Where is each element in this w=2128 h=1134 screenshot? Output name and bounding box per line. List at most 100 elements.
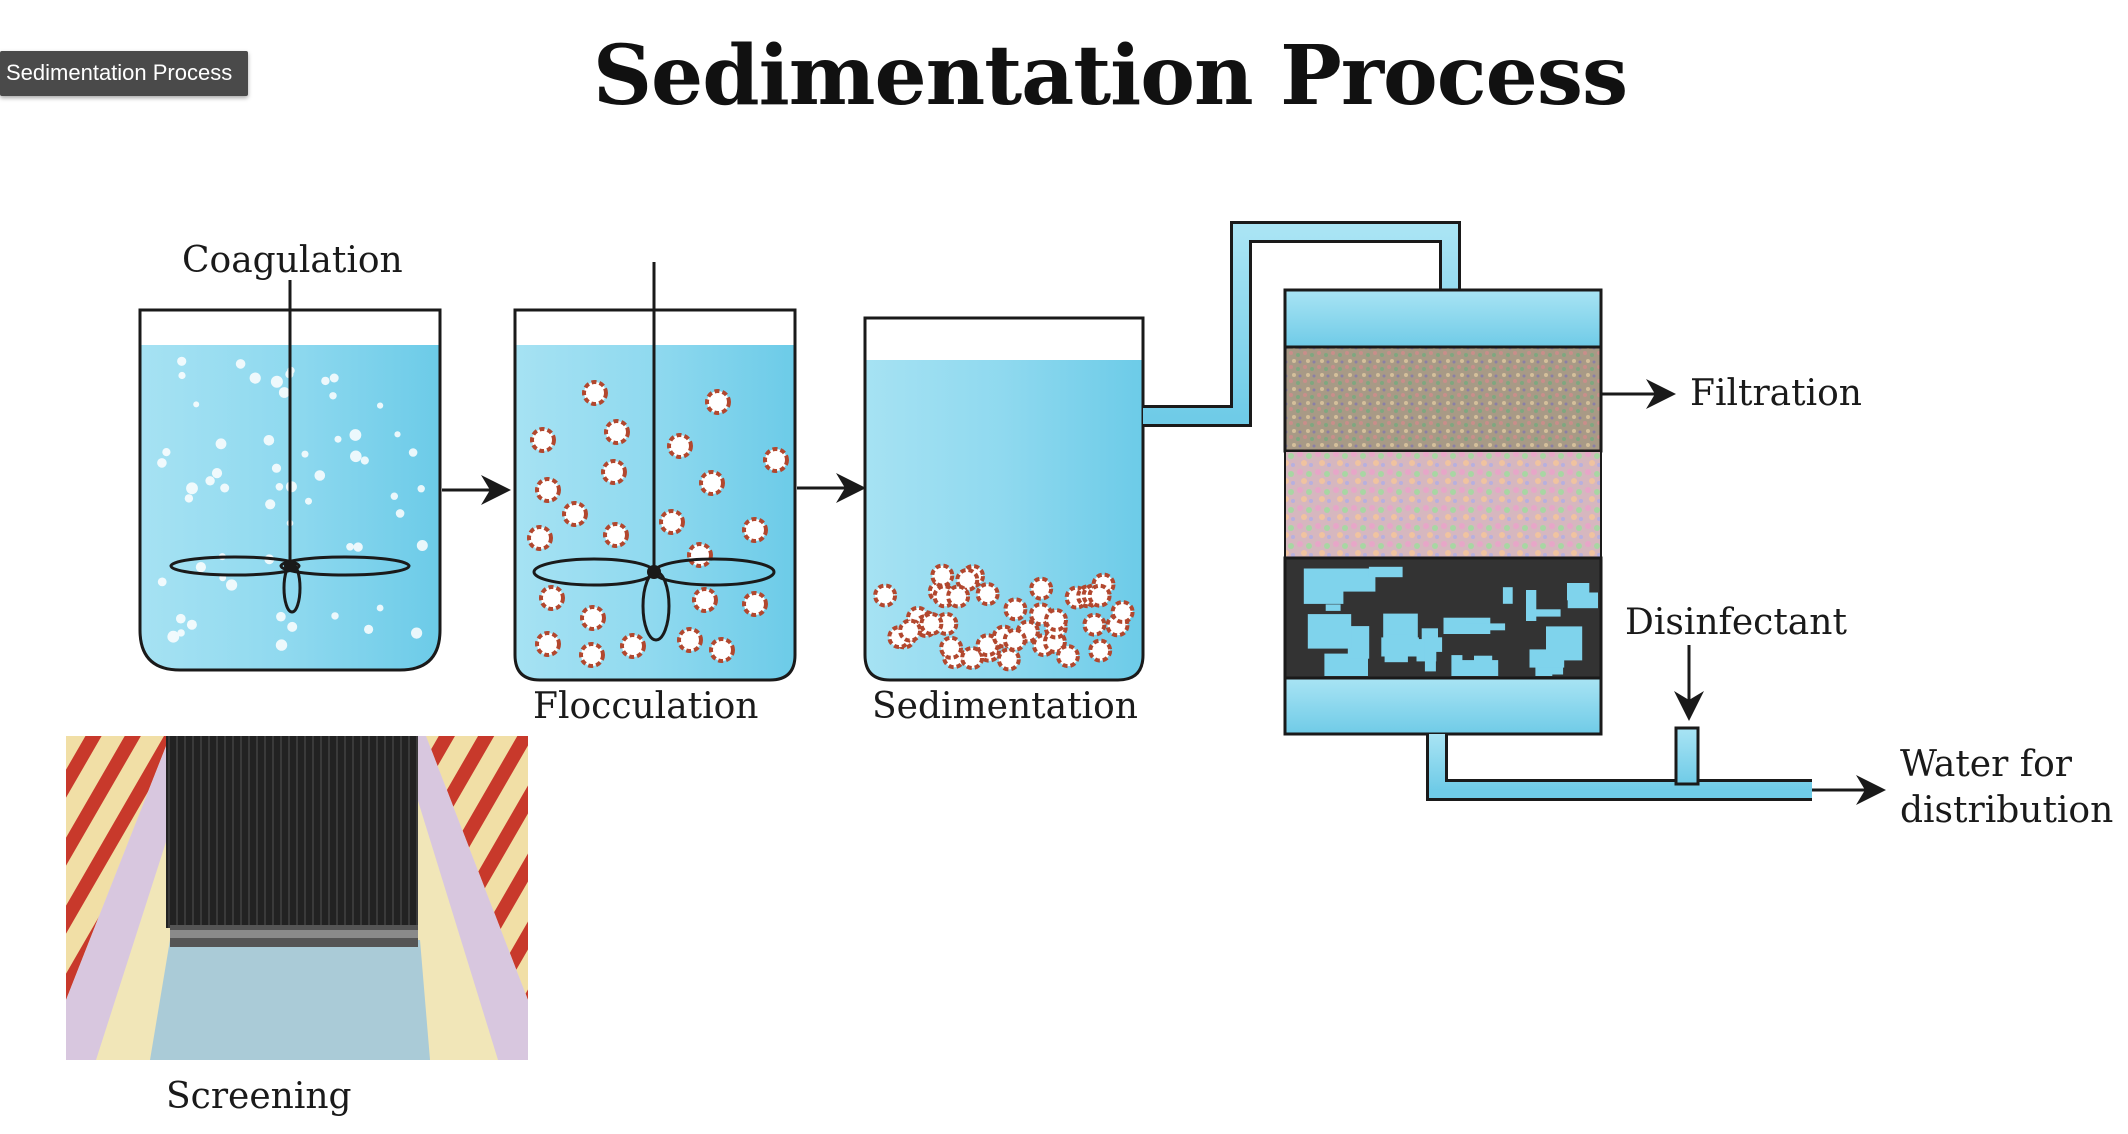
floc-particle: [582, 380, 608, 406]
particle: [411, 627, 423, 639]
label-water-for: Water for: [1900, 744, 2073, 785]
particle: [275, 639, 288, 651]
outlet-pipe: [1426, 726, 1812, 801]
floc-particle: [930, 563, 955, 588]
carbon-grain: [1368, 566, 1403, 578]
particle: [349, 429, 362, 441]
particle: [416, 540, 428, 551]
particle: [334, 435, 342, 443]
particle: [360, 456, 369, 465]
particle: [305, 497, 312, 505]
carbon-grain: [1567, 592, 1598, 609]
particle: [314, 470, 326, 481]
particle: [211, 468, 223, 479]
carbon-grain: [1459, 660, 1499, 676]
particle: [353, 542, 363, 552]
particle: [193, 401, 200, 408]
floc-particle: [919, 611, 944, 636]
particle: [329, 392, 337, 400]
carbon-grain: [1324, 653, 1368, 676]
floc-particle: [527, 525, 553, 551]
particle: [249, 372, 261, 384]
particle: [364, 624, 374, 635]
particle: [395, 509, 405, 518]
carbon-grain: [1543, 663, 1564, 675]
label-screening: Screening: [166, 1076, 352, 1117]
particle: [394, 431, 401, 438]
floc-particle: [603, 522, 629, 548]
particle: [263, 435, 275, 446]
floc-particle: [939, 635, 964, 660]
floc-particle: [579, 642, 605, 668]
particle: [408, 448, 418, 457]
carbon-grain: [1531, 609, 1561, 617]
particle: [177, 629, 185, 637]
floc-particle: [604, 419, 630, 445]
carbon-grain: [1347, 626, 1370, 659]
particle: [215, 438, 227, 450]
carbon-grain: [1303, 568, 1344, 604]
particle: [184, 494, 194, 503]
particle: [390, 492, 398, 500]
particle: [186, 619, 197, 630]
floc-particle: [687, 542, 713, 568]
carbon-grain: [1465, 623, 1506, 631]
floc-particle: [667, 433, 693, 459]
particle: [235, 359, 246, 369]
particle: [346, 543, 354, 551]
label-flocculation: Flocculation: [533, 686, 759, 727]
label-coagulation: Coagulation: [182, 240, 403, 281]
particle: [220, 483, 230, 493]
floc-particle: [873, 583, 898, 608]
coagulation-tank: [138, 280, 442, 672]
particle: [186, 482, 198, 495]
floc-particle: [742, 591, 768, 617]
floc-particle: [742, 517, 768, 543]
particle: [178, 371, 186, 380]
particle: [417, 485, 425, 493]
particle: [157, 577, 167, 587]
particle: [331, 612, 339, 620]
floc-particle: [699, 470, 725, 496]
particle: [270, 375, 283, 388]
particle: [377, 402, 384, 409]
carbon-grain: [1307, 614, 1352, 649]
floc-particle: [562, 501, 588, 527]
floc-particle: [955, 567, 980, 592]
floc-particle: [946, 584, 971, 609]
carbon-grain: [1502, 587, 1513, 604]
carbon-grain: [1451, 655, 1463, 676]
floc-particle: [535, 477, 561, 503]
floc-particle: [763, 447, 789, 473]
floc-particle: [692, 587, 718, 613]
particle: [276, 611, 286, 622]
particle: [321, 376, 330, 386]
label-disinfectant: Disinfectant: [1625, 602, 1847, 643]
floc-particle: [677, 627, 703, 653]
floc-particle: [659, 509, 685, 535]
label-distribution: distribution: [1900, 790, 2113, 831]
page-title: Sedimentation Process: [592, 28, 1628, 124]
particle: [162, 448, 171, 457]
floc-particle: [530, 427, 556, 453]
tooltip: Sedimentation Process: [0, 51, 249, 96]
floc-particle: [709, 637, 735, 663]
floc-particle: [898, 618, 923, 643]
carbon-grain: [1336, 568, 1376, 592]
floc-particle: [539, 585, 565, 611]
label-filtration: Filtration: [1690, 373, 1862, 414]
carbon-grain: [1546, 626, 1583, 661]
carbon-grain: [1424, 637, 1443, 652]
floc-particle: [960, 646, 985, 670]
floc-particle: [1110, 600, 1135, 624]
floc-particle: [705, 389, 731, 415]
particle: [176, 613, 186, 624]
particle: [265, 499, 276, 510]
floc-particle: [620, 633, 646, 659]
floc-particle: [1087, 583, 1112, 608]
particle: [205, 476, 215, 486]
filter-column: [1283, 288, 1603, 736]
floc-particle: [1044, 608, 1068, 632]
floc-particle: [535, 631, 561, 657]
